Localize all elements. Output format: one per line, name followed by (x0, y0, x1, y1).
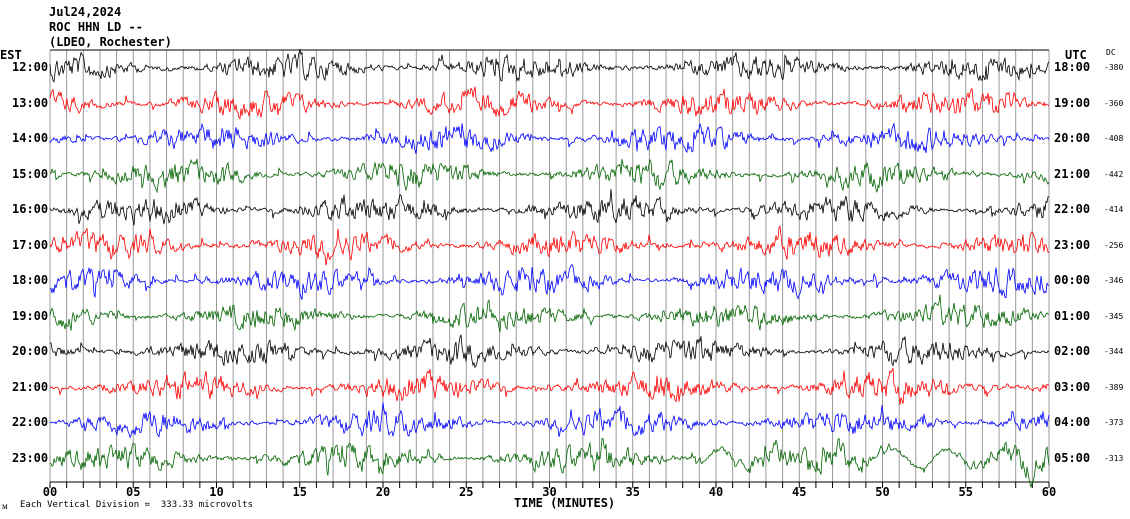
scale-icon: ᴍ (2, 502, 8, 512)
x-tick-label: 60 (1041, 485, 1057, 499)
dc-offset-value: -373 (1104, 418, 1124, 427)
utc-time-label: 00:00 (1054, 273, 1091, 287)
date-label: Jul24,2024 (49, 5, 122, 19)
est-time-label: 13:00 (12, 95, 49, 110)
est-time-label: 20:00 (12, 344, 49, 358)
trace-row-3 (49, 158, 1050, 194)
x-tick-label: 25 (459, 485, 474, 499)
utc-time-label: 05:00 (1054, 450, 1091, 465)
utc-time-label: 02:00 (1054, 344, 1091, 358)
dc-offset-value: -313 (1104, 453, 1124, 463)
x-tick-label: 50 (875, 485, 890, 499)
trace-row-6 (49, 263, 1050, 300)
est-time-label: 17:00 (12, 237, 49, 252)
network-label: (LDEO, Rochester) (49, 35, 172, 49)
utc-time-label: 18:00 (1054, 60, 1091, 74)
dc-offset-value: -389 (1104, 382, 1124, 392)
trace-row-8 (49, 334, 1050, 369)
station-label: ROC HHN LD -- (49, 20, 143, 34)
x-tick-label: 10 (209, 485, 224, 499)
est-time-label: 19:00 (12, 308, 49, 323)
est-time-label: 12:00 (12, 60, 49, 74)
est-time-label: 23:00 (12, 450, 49, 465)
dc-offset-value: -380 (1104, 63, 1124, 72)
utc-axis-label: UTC (1065, 48, 1087, 62)
dc-label: DC (1106, 48, 1116, 57)
x-tick-label: 20 (375, 485, 391, 499)
dc-offset-value: -344 (1104, 347, 1124, 356)
x-tick-label: 00 (42, 485, 58, 499)
trace-row-4 (49, 189, 1050, 226)
trace-row-1 (49, 86, 1050, 120)
trace-row-0 (49, 48, 1050, 83)
trace-row-2 (49, 122, 1050, 154)
est-time-label: 14:00 (12, 131, 49, 145)
utc-time-label: 23:00 (1054, 237, 1091, 252)
trace-row-10 (49, 402, 1050, 439)
utc-time-label: 21:00 (1054, 166, 1091, 181)
utc-time-label: 04:00 (1054, 415, 1091, 429)
utc-time-label: 20:00 (1054, 131, 1091, 145)
est-time-label: 15:00 (12, 166, 49, 181)
x-tick-label: 05 (126, 485, 141, 499)
dc-offset-value: -414 (1104, 205, 1124, 214)
est-time-label: 18:00 (12, 273, 49, 287)
x-tick-label: 55 (958, 485, 973, 499)
dc-offset-value: -256 (1104, 240, 1124, 250)
x-tick-label: 15 (292, 485, 307, 499)
x-tick-label: 40 (708, 485, 724, 499)
est-time-label: 16:00 (12, 202, 49, 216)
trace-row-5 (49, 224, 1050, 266)
est-time-label: 21:00 (12, 379, 49, 394)
utc-time-label: 19:00 (1054, 95, 1091, 110)
trace-row-7 (49, 294, 1050, 333)
trace-row-11 (49, 437, 1050, 489)
trace-row-9 (49, 367, 1050, 405)
dc-offset-value: -360 (1104, 98, 1124, 108)
utc-time-label: 01:00 (1054, 308, 1091, 323)
x-tick-label: 45 (792, 485, 807, 499)
scale-note: Each Vertical Division = 333.33 microvol… (20, 500, 253, 510)
dc-offset-value: -345 (1104, 311, 1124, 321)
dc-offset-value: -408 (1104, 134, 1124, 143)
utc-time-label: 22:00 (1054, 202, 1091, 216)
x-tick-label: 35 (625, 485, 640, 499)
dc-offset-value: -442 (1104, 169, 1124, 179)
utc-time-label: 03:00 (1054, 379, 1091, 394)
x-axis-label: TIME (MINUTES) (514, 496, 616, 510)
dc-offset-value: -346 (1104, 276, 1124, 285)
est-time-label: 22:00 (12, 415, 49, 429)
x-tick-label: 30 (542, 485, 557, 499)
est-axis-label: EST (0, 48, 22, 62)
